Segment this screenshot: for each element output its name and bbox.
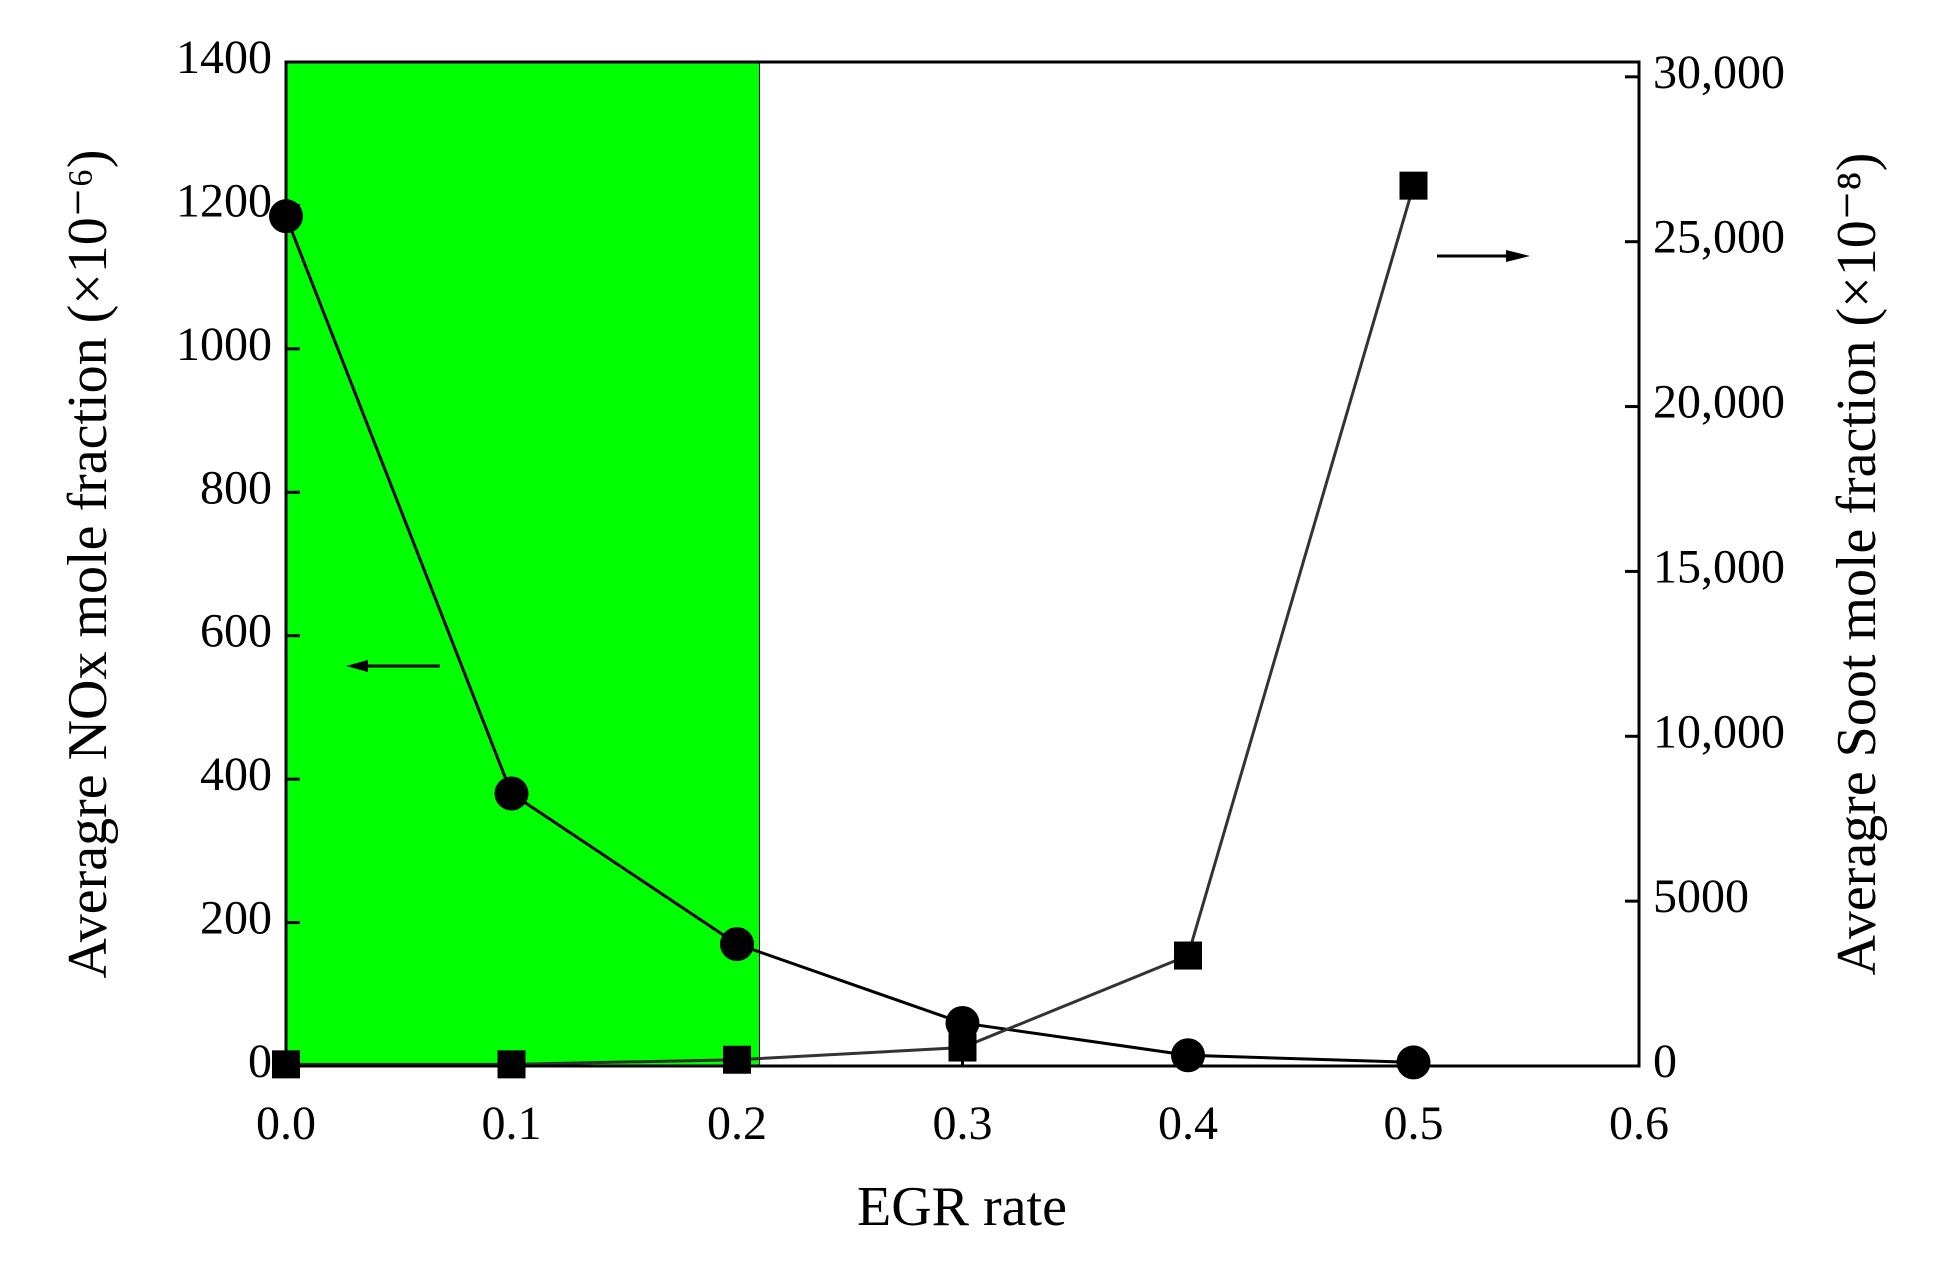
x-tick-label: 0.6	[1609, 1097, 1669, 1150]
series-line	[286, 185, 1415, 1066]
square-marker	[1399, 171, 1428, 200]
square-marker	[723, 1045, 751, 1074]
y2-tick-label: 0	[1653, 1035, 1677, 1088]
circle-marker	[1396, 1045, 1431, 1080]
circle-marker	[945, 1005, 980, 1040]
y-tick-label: 400	[200, 748, 272, 801]
circle-marker	[1171, 1038, 1205, 1073]
x-tick-label: 0.0	[256, 1097, 316, 1150]
y-tick-label: 1000	[176, 318, 272, 371]
plot-frame	[284, 60, 1641, 1068]
y2-tick-label: 15,000	[1653, 540, 1785, 593]
y2-tick-label: 5000	[1653, 870, 1749, 923]
y-tick-label: 1400	[176, 31, 272, 84]
foreground-layer: 0.0 0.1 0.2 0.3 0.4 0.5 0.6 0 200 400 600 800 1000 12…	[176, 31, 1785, 1150]
background-layer	[285, 61, 761, 1067]
y-tick-label: 0	[248, 1035, 272, 1088]
circle-marker	[720, 927, 754, 962]
y2-axis-title: Averagre Soot mole fraction (×10⁻⁸)	[1826, 153, 1888, 976]
y-tick-label: 1200	[176, 174, 272, 227]
square-marker	[948, 1033, 977, 1062]
arrow-right	[1437, 250, 1530, 262]
y2-tick-label: 30,000	[1653, 46, 1785, 99]
y2-tick-label: 20,000	[1653, 376, 1785, 429]
shaded-region	[285, 61, 761, 1067]
y2-tick-label: 25,000	[1653, 211, 1785, 264]
series-line	[284, 215, 1414, 1064]
y-tick-label: 200	[200, 892, 272, 945]
square-marker	[1174, 941, 1202, 970]
x-tick-label: 0.2	[707, 1097, 767, 1150]
y-axis-title: Averagre NOx mole fraction (×10⁻⁶)	[57, 149, 119, 978]
square-marker	[497, 1050, 526, 1079]
x-tick-label: 0.4	[1158, 1097, 1218, 1150]
y2-tick-label: 10,000	[1653, 705, 1785, 758]
y-tick-label: 600	[200, 605, 272, 658]
circle-marker	[494, 776, 529, 811]
arrow-left	[346, 660, 440, 672]
x-tick-label: 0.3	[933, 1097, 993, 1150]
y-tick-label: 800	[200, 461, 272, 514]
x-axis-title: EGR rate	[857, 1176, 1067, 1238]
x-tick-label: 0.5	[1384, 1097, 1444, 1150]
x-tick-label: 0.1	[482, 1097, 542, 1150]
